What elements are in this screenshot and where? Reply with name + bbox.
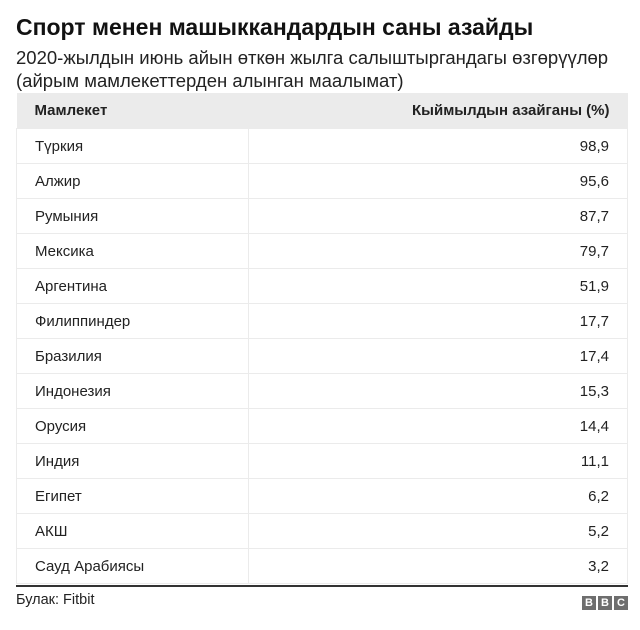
table-row: Индонезия 15,3 xyxy=(16,373,628,409)
country-cell: Египет xyxy=(16,478,249,514)
value-cell: 51,9 xyxy=(248,268,628,304)
chart-title: Спорт менен машыккандардын саны азайды xyxy=(16,14,534,40)
table-row: Сауд Арабиясы 3,2 xyxy=(16,548,628,584)
country-cell: Филиппиндер xyxy=(16,303,249,339)
country-cell: Мексика xyxy=(16,233,249,269)
value-cell: 6,2 xyxy=(248,478,628,514)
source-note: Булак: Fitbit xyxy=(16,592,95,608)
table-row: Филиппиндер 17,7 xyxy=(16,303,628,339)
chart-subtitle: 2020-жылдын июнь айын өткөн жылга салышт… xyxy=(16,47,609,91)
table-row: Түркия 98,9 xyxy=(16,128,628,164)
country-cell: Индонезия xyxy=(16,373,249,409)
country-cell: Румыния xyxy=(16,198,249,234)
value-cell: 17,7 xyxy=(248,303,628,339)
table-row: Мексика 79,7 xyxy=(16,233,628,269)
value-cell: 5,2 xyxy=(248,513,628,549)
value-cell: 11,1 xyxy=(248,443,628,479)
value-cell: 15,3 xyxy=(248,373,628,409)
table-row: Бразилия 17,4 xyxy=(16,338,628,374)
country-cell: Түркия xyxy=(16,128,249,164)
country-cell: Аргентина xyxy=(16,268,249,304)
country-cell: Орусия xyxy=(16,408,249,444)
footer-divider xyxy=(16,585,628,587)
value-cell: 17,4 xyxy=(248,338,628,374)
country-cell: АКШ xyxy=(16,513,249,549)
country-cell: Сауд Арабиясы xyxy=(16,548,249,584)
table-row: Аргентина 51,9 xyxy=(16,268,628,304)
table-header: Мамлекет Кыймылдын азайганы (%) xyxy=(16,93,628,129)
value-cell: 87,7 xyxy=(248,198,628,234)
value-cell: 79,7 xyxy=(248,233,628,269)
value-cell: 3,2 xyxy=(248,548,628,584)
value-cell: 95,6 xyxy=(248,163,628,199)
data-table: Мамлекет Кыймылдын азайганы (%) Түркия 98… xyxy=(16,93,628,584)
table-row: Индия 11,1 xyxy=(16,443,628,479)
country-cell: Алжир xyxy=(16,163,249,199)
value-cell: 14,4 xyxy=(248,408,628,444)
table-row: АКШ 5,2 xyxy=(16,513,628,549)
table-row: Алжир 95,6 xyxy=(16,163,628,199)
table-row: Орусия 14,4 xyxy=(16,408,628,444)
table-row: Румыния 87,7 xyxy=(16,198,628,234)
value-cell: 98,9 xyxy=(248,128,628,164)
column-header-decrease: Кыймылдын азайганы (%) xyxy=(248,93,628,129)
country-cell: Индия xyxy=(16,443,249,479)
column-header-country: Мамлекет xyxy=(16,93,249,129)
table-row: Египет 6,2 xyxy=(16,478,628,514)
country-cell: Бразилия xyxy=(16,338,249,374)
